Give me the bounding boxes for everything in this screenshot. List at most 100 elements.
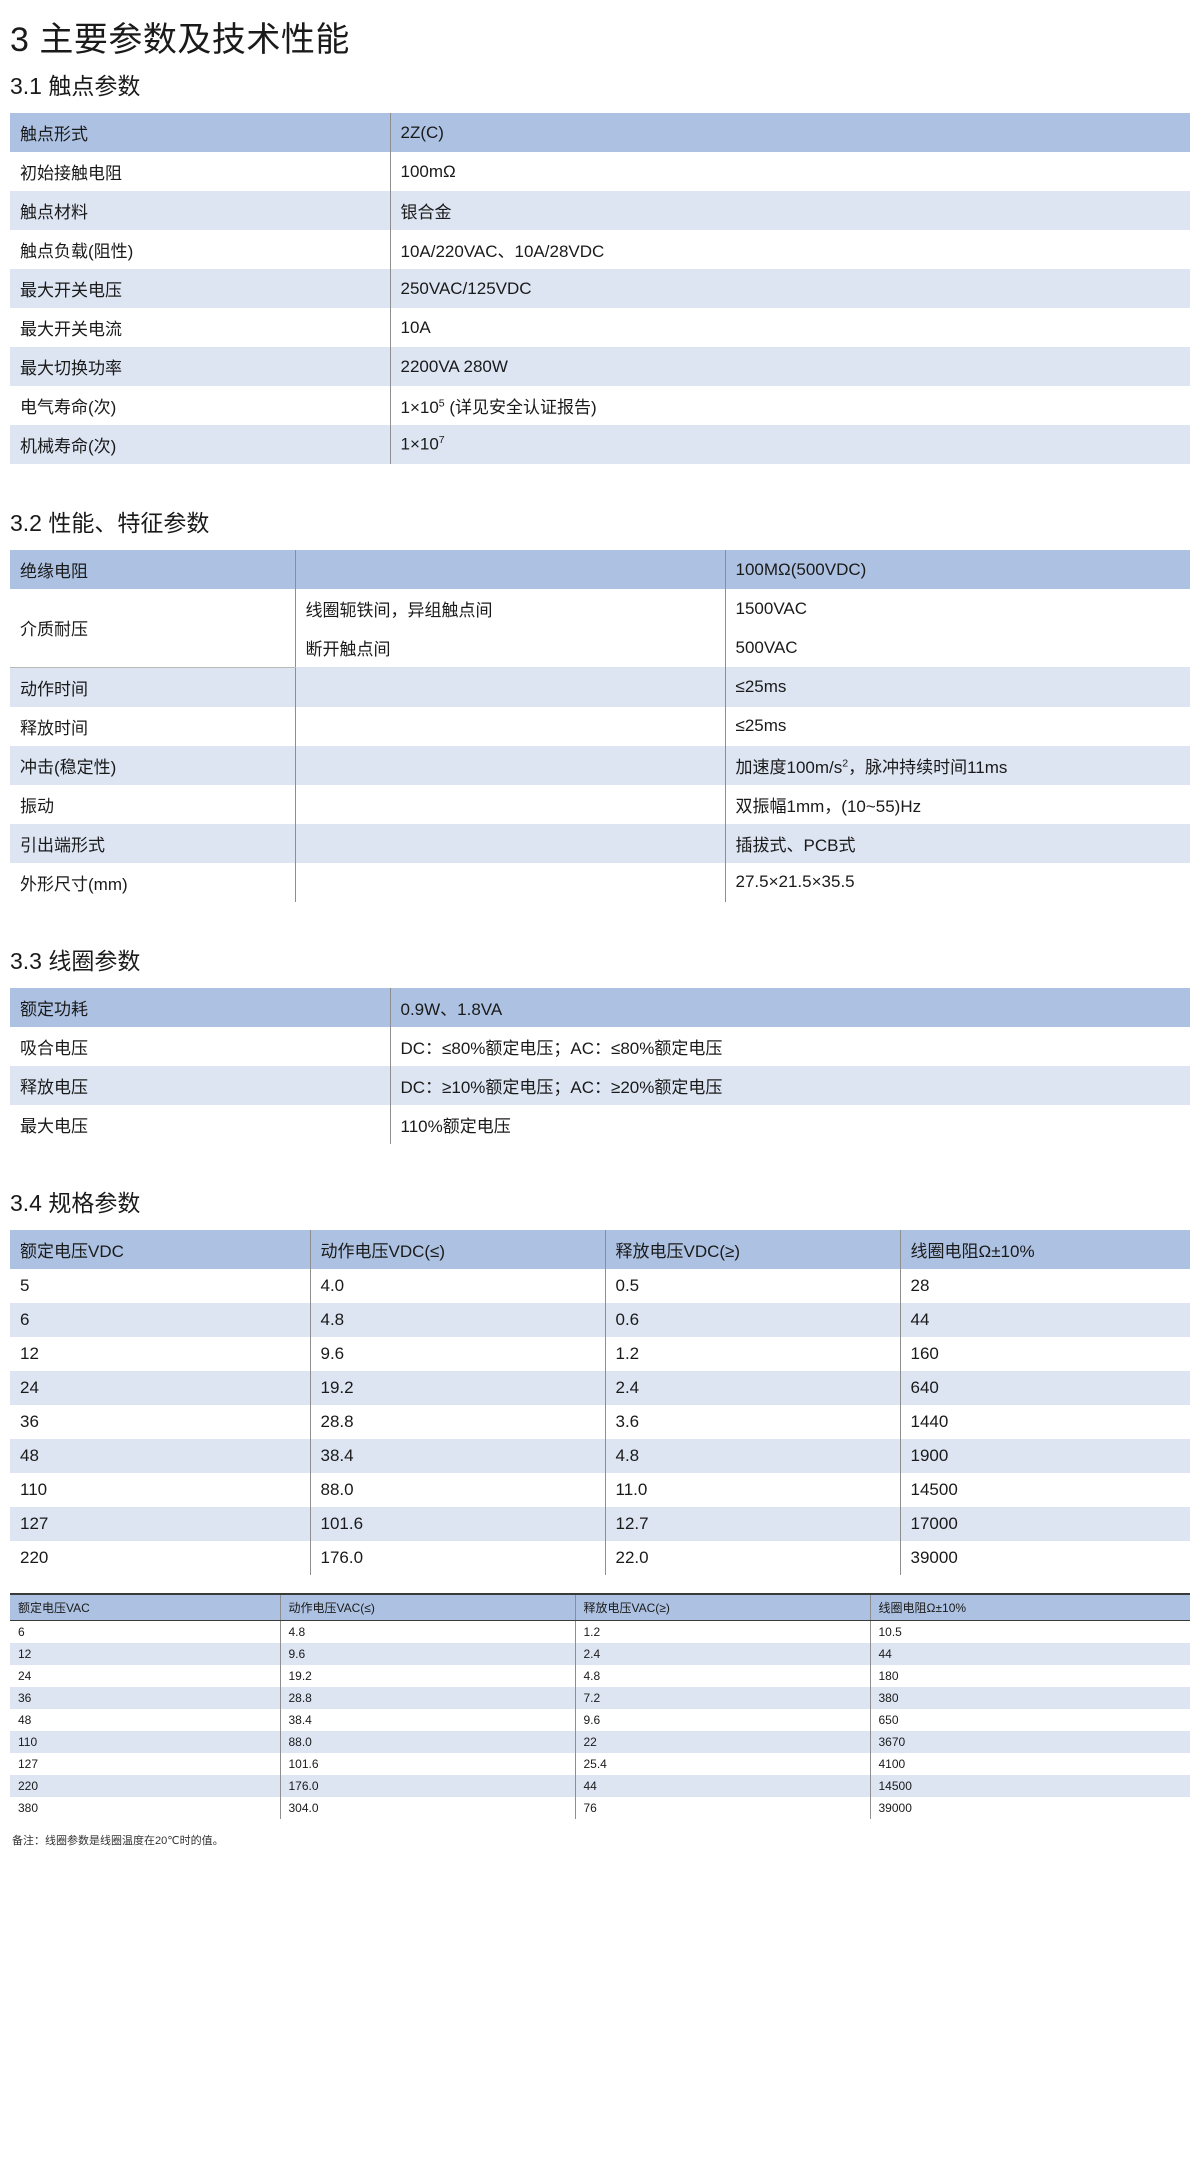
table-cell: 0.5 [604, 1268, 900, 1303]
table-row: 5 4.0 0.5 28 [10, 1268, 1190, 1303]
table-cell: 1900 [899, 1438, 1190, 1473]
table-row: 断开触点间 500VAC [10, 628, 1190, 667]
table-footnote: 备注：线圈参数是线圈温度在20℃时的值。 [12, 1834, 224, 1847]
table-cell: 88.0 [279, 1730, 575, 1753]
table-bottom-border [10, 902, 1190, 916]
row-value: 10A/220VAC、10A/28VDC [389, 230, 1190, 269]
table-cell: 9.6 [309, 1336, 605, 1371]
row-label: 冲击(稳定性) [10, 745, 295, 785]
row-label: 释放时间 [10, 706, 295, 746]
heading-coil-params: 3.3 线圈参数 [10, 947, 141, 974]
table-row: 12 9.6 2.4 44 [10, 1642, 1190, 1665]
heading-spec-params: 3.4 规格参数 [10, 1189, 141, 1216]
heading-contact-params: 3.1 触点参数 [10, 73, 141, 99]
table-header-row: 额定电压VAC 动作电压VAC(≤) 释放电压VAC(≥) 线圈电阻Ω±10% [10, 1592, 1190, 1621]
row-value: 250VAC/125VDC [389, 269, 1190, 308]
table-header-row: 额定电压VDC 动作电压VDC(≤) 释放电压VDC(≥) 线圈电阻Ω±10% [10, 1229, 1190, 1269]
table-bottom-border [10, 464, 1190, 478]
column-header: 额定电压VDC [10, 1229, 310, 1269]
table-row: 36 28.8 3.6 1440 [10, 1404, 1190, 1439]
heading-performance-params: 3.2 性能、特征参数 [10, 510, 210, 536]
table-cell: 38.4 [279, 1708, 575, 1731]
table-cell: 1440 [899, 1404, 1190, 1439]
table-row: 48 38.4 4.8 1900 [10, 1438, 1190, 1473]
table-row: 380 304.0 76 39000 [10, 1796, 1190, 1819]
table-cell: 12 [10, 1336, 310, 1371]
table-cell: 640 [899, 1370, 1190, 1405]
table-cell: 4.8 [604, 1438, 900, 1473]
table-header-row: 绝缘电阻 100MΩ(500VDC) [10, 550, 1190, 589]
table-cell: 176.0 [309, 1540, 605, 1575]
table-row: 动作时间 ≤25ms [10, 667, 1190, 707]
row-condition [294, 706, 725, 746]
table-cell: 48 [10, 1708, 280, 1731]
table-cell: 39000 [899, 1540, 1190, 1575]
table-cell: 25.4 [574, 1752, 870, 1775]
column-header: 额定电压VAC [10, 1592, 280, 1621]
row-value: DC：≥10%额定电压；AC：≥20%额定电压 [389, 1065, 1190, 1105]
table-cell: 1.2 [574, 1620, 870, 1643]
table-row: 24 19.2 4.8 180 [10, 1664, 1190, 1687]
header-cell-middle [294, 550, 725, 589]
row-label: 外形尺寸(mm) [10, 862, 295, 902]
table-cell: 304.0 [279, 1796, 575, 1819]
table-row: 最大开关电流 10A [10, 308, 1190, 347]
value-exponent: 7 [438, 434, 445, 447]
table-row: 110 88.0 22 3670 [10, 1730, 1190, 1753]
table-spec-dc: 额定电压VDC 动作电压VDC(≤) 释放电压VDC(≥) 线圈电阻Ω±10% 5 4.0… [10, 1229, 1190, 1589]
table-bottom-border [10, 1575, 1190, 1589]
table-cell: 36 [10, 1404, 310, 1439]
table-row: 127 101.6 12.7 17000 [10, 1506, 1190, 1541]
table-cell: 110 [10, 1730, 280, 1753]
table-cell: 9.6 [574, 1708, 870, 1731]
row-label: 释放电压 [10, 1065, 390, 1105]
table-row: 6 4.8 0.6 44 [10, 1302, 1190, 1337]
table-cell: 0.6 [604, 1302, 900, 1337]
row-value: 双振幅1mm，(10~55)Hz [724, 784, 1190, 824]
table-row: 释放时间 ≤25ms [10, 706, 1190, 746]
table-cell: 2.4 [604, 1370, 900, 1405]
table-cell: 380 [869, 1686, 1190, 1709]
table-cell: 22.0 [604, 1540, 900, 1575]
table-cell: 4.8 [574, 1664, 870, 1687]
column-header: 动作电压VDC(≤) [309, 1229, 605, 1269]
row-value: 1×105 (详见安全认证报告) [389, 386, 1190, 425]
table-row: 127 101.6 25.4 4100 [10, 1752, 1190, 1775]
table-cell: 180 [869, 1664, 1190, 1687]
column-header: 线圈电阻Ω±10% [869, 1592, 1190, 1621]
table-row: 电气寿命(次) 1×105 (详见安全认证报告) [10, 386, 1190, 425]
datasheet-page: 3 主要参数及技术性能 3.1 触点参数 触点形式 2Z(C) 初始接触电阻 1… [10, 21, 1190, 1847]
row-label: 触点负载(阻性) [10, 230, 390, 269]
row-label: 初始接触电阻 [10, 152, 390, 191]
row-condition [294, 784, 725, 824]
table-row: 引出端形式 插拔式、PCB式 [10, 823, 1190, 863]
table-cell: 4.8 [279, 1620, 575, 1643]
table-cell: 38.4 [309, 1438, 605, 1473]
row-label: 触点材料 [10, 191, 390, 230]
column-header: 线圈电阻Ω±10% [899, 1229, 1190, 1269]
table-cell: 9.6 [279, 1642, 575, 1665]
row-value: 1500VAC [724, 589, 1190, 628]
table-row: 36 28.8 7.2 380 [10, 1686, 1190, 1709]
page-title: 3 主要参数及技术性能 [10, 21, 350, 59]
table-cell: 24 [10, 1664, 280, 1687]
table-cell: 4100 [869, 1752, 1190, 1775]
table-cell: 176.0 [279, 1774, 575, 1797]
row-condition: 断开触点间 [294, 628, 725, 667]
table-cell: 7.2 [574, 1686, 870, 1709]
row-value: 2200VA 280W [389, 347, 1190, 386]
table-cell: 88.0 [309, 1472, 605, 1507]
column-header: 释放电压VAC(≥) [574, 1592, 870, 1621]
value-exponent: 5 [438, 397, 445, 410]
table-row: 12 9.6 1.2 160 [10, 1336, 1190, 1371]
table-cell: 19.2 [279, 1664, 575, 1687]
table-cell: 12.7 [604, 1506, 900, 1541]
header-cell-value: 0.9W、1.8VA [389, 987, 1190, 1027]
table-cell: 127 [10, 1752, 280, 1775]
table-cell: 22 [574, 1730, 870, 1753]
table-cell: 650 [869, 1708, 1190, 1731]
row-value: 500VAC [724, 628, 1190, 667]
table-cell: 14500 [869, 1774, 1190, 1797]
table-bottom-border [10, 1819, 1190, 1827]
table-cell: 4.0 [309, 1268, 605, 1303]
